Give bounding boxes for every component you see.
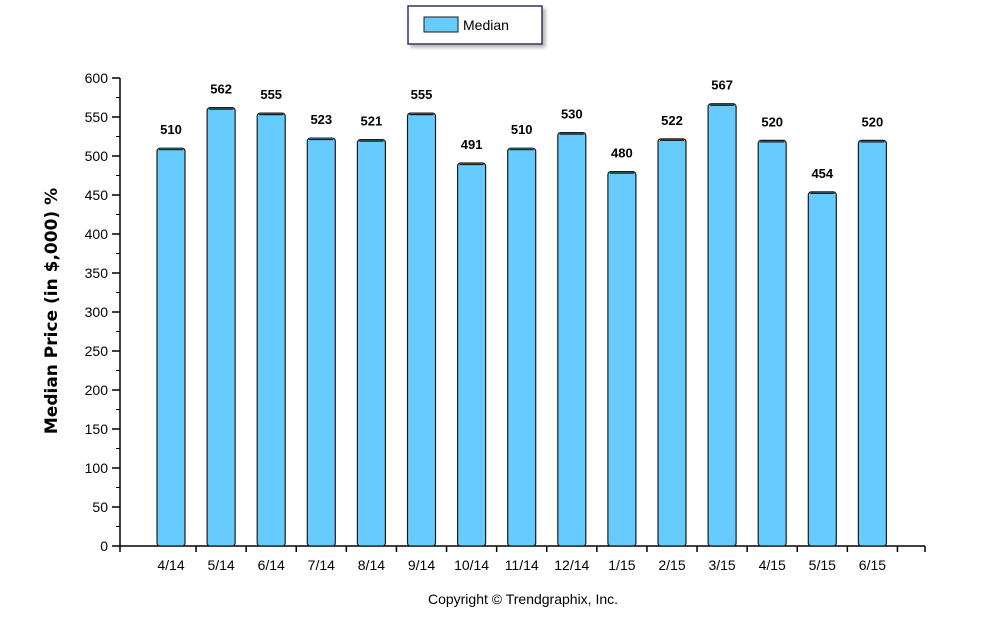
data-label: 555 (260, 87, 282, 102)
bar-6/15 (857, 139, 888, 547)
data-label: 530 (561, 107, 583, 122)
copyright-text: Copyright © Trendgraphix, Inc. (428, 591, 618, 607)
data-label: 491 (461, 137, 483, 152)
bar-4/14 (156, 147, 186, 547)
x-tick-label: 9/14 (408, 557, 435, 573)
x-tick-label: 12/14 (554, 557, 589, 573)
bar-1/15 (607, 171, 637, 547)
data-label: 510 (511, 122, 533, 137)
x-tick-label: 6/14 (258, 557, 285, 573)
bar-3/15 (707, 103, 737, 547)
bar-4/15 (757, 139, 787, 547)
y-tick-label: 600 (85, 70, 109, 86)
data-labels: 510 562 555 523 521 555 491 510 530 480 522 567 520 4… (160, 78, 883, 181)
bar-5/14 (206, 107, 236, 547)
x-tick-label: 5/14 (207, 557, 234, 573)
x-tick-label: 7/14 (308, 557, 335, 573)
data-label: 510 (160, 122, 182, 137)
x-tick-label: 6/15 (859, 557, 886, 573)
y-tick-label: 400 (85, 226, 109, 242)
bar-2/15 (657, 138, 687, 547)
data-label: 523 (310, 112, 332, 127)
bar-9/14 (406, 112, 437, 547)
bar-7/14 (306, 137, 336, 547)
y-tick-label: 450 (85, 187, 109, 203)
bar-8/14 (356, 139, 386, 547)
y-tick-label: 550 (85, 109, 109, 125)
data-label: 520 (862, 114, 884, 129)
bar-11/14 (507, 147, 537, 547)
y-tick-label: 50 (92, 499, 108, 515)
x-tick-label: 11/14 (505, 557, 539, 573)
x-tick-label: 1/15 (608, 557, 635, 573)
x-tick-label: 5/15 (809, 557, 836, 573)
y-tick-label: 250 (85, 343, 109, 359)
x-tick-label: 4/15 (759, 557, 786, 573)
y-tick-label: 500 (85, 148, 109, 164)
legend-swatch-median (423, 16, 459, 33)
y-axis: 0 50 100 150 200 250 300 350 400 450 500 550 600 (85, 70, 121, 554)
data-label: 555 (411, 87, 433, 102)
y-tick-label: 350 (85, 265, 109, 281)
bar-6/14 (256, 112, 286, 547)
data-label: 454 (811, 166, 833, 181)
data-label: 567 (711, 78, 733, 93)
x-tick-label: 3/15 (708, 557, 735, 573)
x-tick-label: 4/14 (157, 557, 184, 573)
bar-12/14 (557, 132, 587, 547)
y-tick-label: 0 (100, 538, 108, 554)
x-tick-label: 10/14 (454, 557, 489, 573)
legend: Median (407, 5, 543, 45)
bars (156, 103, 888, 547)
data-label: 480 (611, 146, 633, 161)
data-label: 522 (661, 113, 683, 128)
legend-label-median: Median (463, 17, 509, 33)
data-label: 520 (761, 114, 783, 129)
y-tick-label: 300 (85, 304, 109, 320)
bar-5/15 (807, 191, 837, 547)
y-tick-label: 200 (85, 382, 109, 398)
x-tick-label: 8/14 (358, 557, 385, 573)
x-axis: 4/14 5/14 6/14 7/14 8/14 9/14 10/14 11/14 12/14 1… (119, 545, 926, 573)
data-label: 521 (361, 114, 383, 129)
x-tick-label: 2/15 (658, 557, 685, 573)
y-tick-label: 150 (85, 421, 109, 437)
data-label: 562 (210, 82, 232, 97)
bar-10/14 (457, 162, 487, 547)
y-axis-title: Median Price (in $,000) % (42, 188, 62, 434)
y-tick-label: 100 (85, 460, 109, 476)
